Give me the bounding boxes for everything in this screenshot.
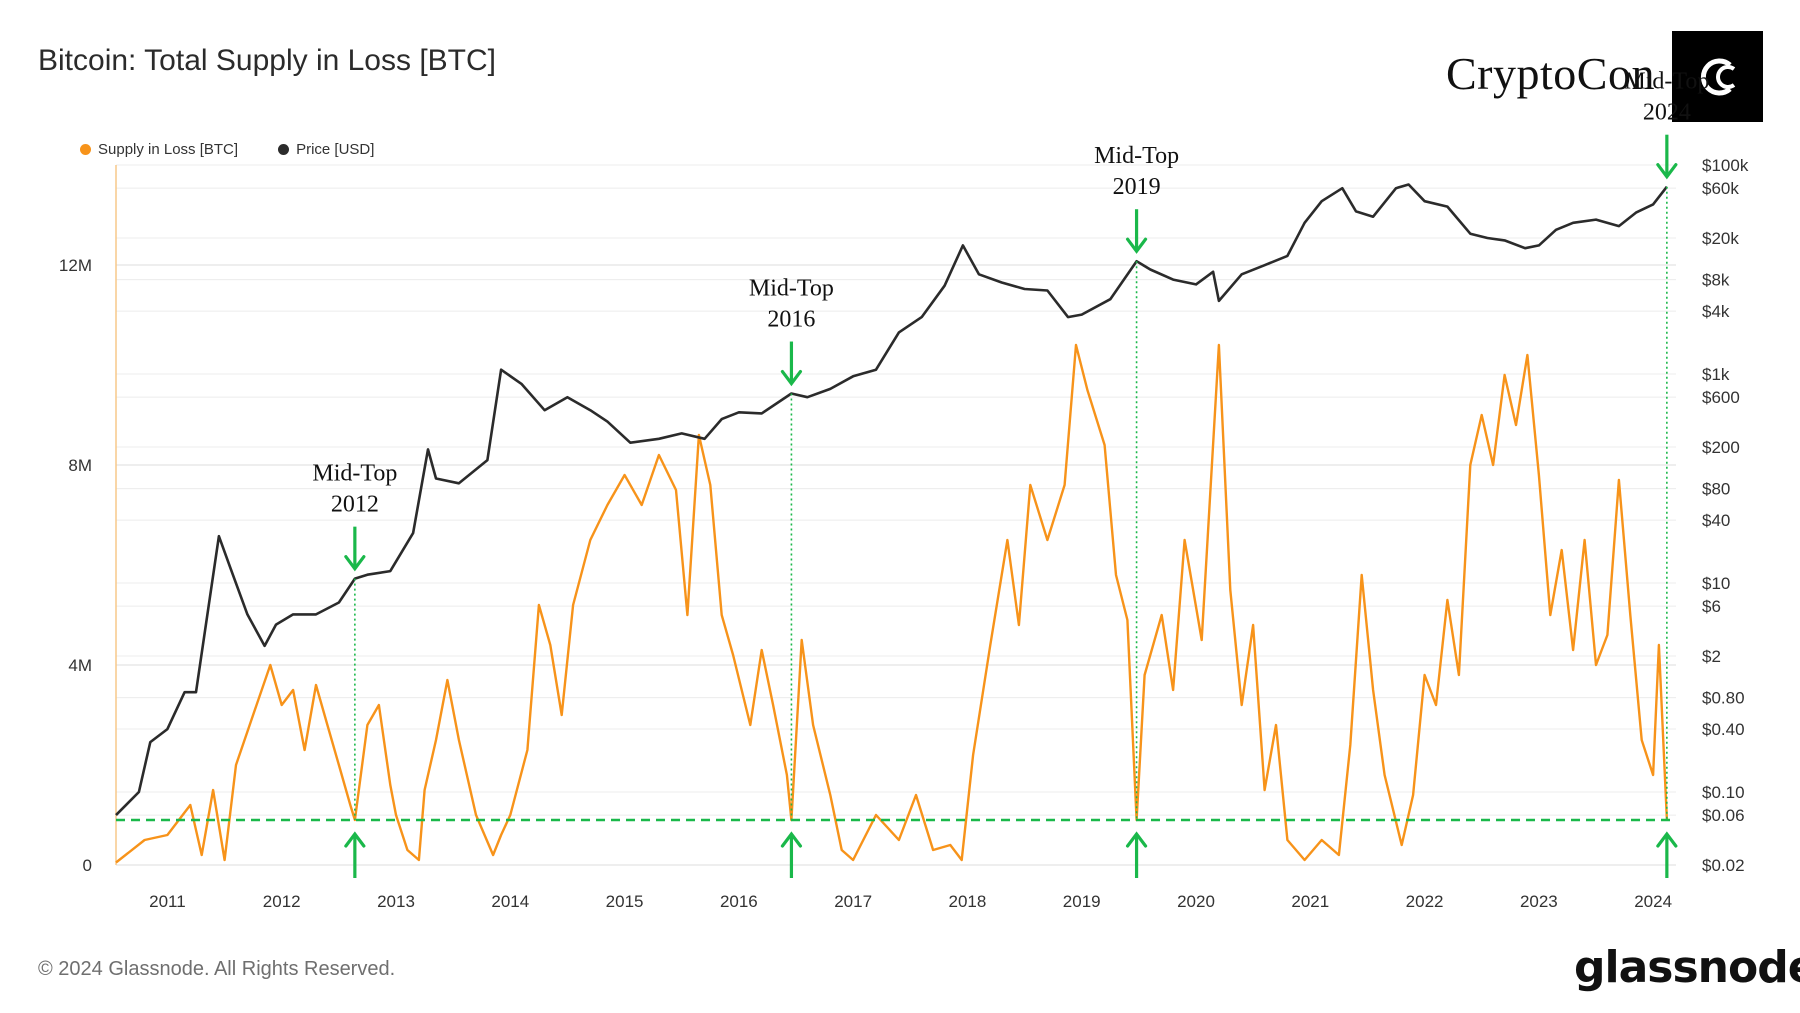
annotation-year-2019: 2019 (1113, 174, 1161, 200)
annotation-year-2012: 2012 (331, 492, 379, 518)
annotation-title-2016: Mid-Top (749, 276, 834, 302)
supply-in-loss-line (115, 343, 1669, 864)
x-tick-label: 2011 (149, 892, 186, 911)
y-right-tick-label: $40 (1702, 511, 1730, 530)
y-right-tick-label: $10 (1702, 574, 1730, 593)
legend-item-price[interactable]: Price [USD] (278, 141, 374, 158)
annotation-title-2019: Mid-Top (1094, 143, 1179, 169)
x-tick-label: 2024 (1634, 892, 1672, 911)
x-tick-label: 2014 (491, 892, 529, 911)
x-tick-label: 2022 (1406, 892, 1444, 911)
y-right-tick-label: $2 (1702, 647, 1721, 666)
down-arrow-head-icon (1656, 163, 1678, 180)
y-right-tick-label: $4k (1702, 302, 1730, 321)
y-right-tick-label: $0.06 (1702, 806, 1745, 825)
y-right-tick-label: $0.80 (1702, 689, 1745, 708)
brand-name: CryptoCon (1446, 48, 1655, 99)
y-right-tick-label: $20k (1702, 229, 1739, 248)
y-right-tick-label: $100k (1702, 156, 1749, 175)
up-arrow-head-icon (1656, 831, 1678, 848)
x-tick-label: 2012 (263, 892, 301, 911)
annotation-title-2012: Mid-Top (312, 461, 397, 487)
y-right-tick-label: $0.10 (1702, 783, 1745, 802)
x-tick-label: 2023 (1520, 892, 1558, 911)
copyright-text: © 2024 Glassnode. All Rights Reserved. (38, 958, 396, 980)
up-arrow-head-icon (344, 831, 366, 848)
x-tick-label: 2013 (377, 892, 415, 911)
x-tick-label: 2017 (834, 892, 872, 911)
price-line (115, 183, 1668, 817)
x-tick-label: 2015 (606, 892, 644, 911)
legend-label-supply: Supply in Loss [BTC] (98, 141, 239, 158)
annotation-title-2024: Mid-Top (1624, 69, 1709, 95)
glassnode-logo: glassnode (1574, 942, 1800, 993)
y-left-tick-label: 12M (59, 256, 92, 275)
x-tick-label: 2019 (1063, 892, 1101, 911)
up-arrow-head-icon (1125, 831, 1148, 848)
down-arrow-head-icon (780, 369, 803, 387)
x-tick-label: 2020 (1177, 892, 1215, 911)
y-right-tick-label: $600 (1702, 388, 1740, 407)
down-arrow-head-icon (344, 555, 366, 572)
y-right-tick-label: $8k (1702, 271, 1730, 290)
y-right-tick-label: $200 (1702, 438, 1740, 457)
down-arrow-head-icon (1125, 237, 1148, 254)
up-arrow-head-icon (780, 831, 803, 848)
chart-title: Bitcoin: Total Supply in Loss [BTC] (38, 44, 496, 77)
y-left-tick-label: 4M (68, 656, 92, 675)
annotation-year-2016: 2016 (767, 307, 815, 333)
y-right-tick-label: $60k (1702, 179, 1739, 198)
legend-item-supply[interactable]: Supply in Loss [BTC] (80, 141, 238, 158)
x-tick-label: 2018 (949, 892, 987, 911)
y-right-tick-label: $80 (1702, 480, 1730, 499)
chart-legend: Supply in Loss [BTC] Price [USD] (80, 141, 374, 158)
y-right-tick-label: $0.02 (1702, 856, 1745, 875)
y-right-tick-label: $0.40 (1702, 720, 1745, 739)
y-left-tick-label: 0 (83, 856, 92, 875)
x-tick-label: 2021 (1291, 892, 1329, 911)
y-left-tick-label: 8M (68, 456, 92, 475)
legend-swatch-supply (80, 144, 91, 155)
legend-swatch-price (278, 144, 290, 155)
y-right-tick-label: $6 (1702, 597, 1721, 616)
x-tick-label: 2016 (720, 892, 758, 911)
brand-logo-icon (1672, 31, 1763, 122)
legend-label-price: Price [USD] (296, 141, 375, 158)
annotation-year-2024: 2024 (1643, 100, 1691, 126)
crescent-c-logo-icon (1700, 58, 1735, 95)
y-right-tick-label: $1k (1702, 365, 1730, 384)
